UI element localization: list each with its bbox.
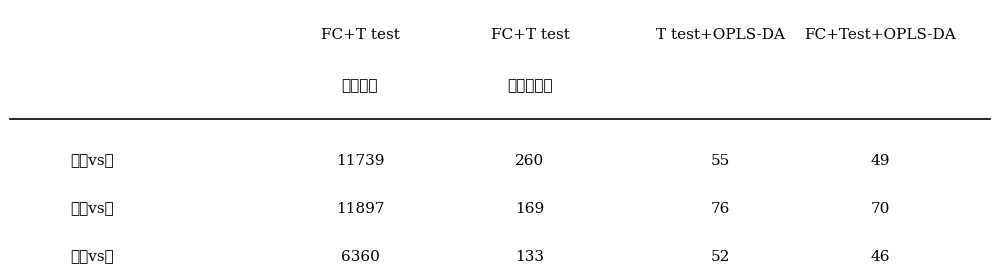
Text: （鉴定出）: （鉴定出） [507,79,553,93]
Text: FC+T test: FC+T test [321,28,399,42]
Text: 49: 49 [870,154,890,168]
Text: 46: 46 [870,250,890,264]
Text: 76: 76 [710,202,730,216]
Text: 133: 133 [516,250,544,264]
Text: 正常vs钾: 正常vs钾 [70,250,114,264]
Text: 70: 70 [870,202,890,216]
Text: FC+T test: FC+T test [491,28,569,42]
Text: 6360: 6360 [341,250,379,264]
Text: T test+OPLS-DA: T test+OPLS-DA [656,28,784,42]
Text: 11739: 11739 [336,154,384,168]
Text: （所有）: （所有） [342,79,378,93]
Text: 11897: 11897 [336,202,384,216]
Text: 260: 260 [515,154,545,168]
Text: 52: 52 [710,250,730,264]
Text: 正常vs磷: 正常vs磷 [70,202,114,216]
Text: FC+Test+OPLS-DA: FC+Test+OPLS-DA [804,28,956,42]
Text: 55: 55 [710,154,730,168]
Text: 169: 169 [515,202,545,216]
Text: 正常vs氮: 正常vs氮 [70,154,114,168]
